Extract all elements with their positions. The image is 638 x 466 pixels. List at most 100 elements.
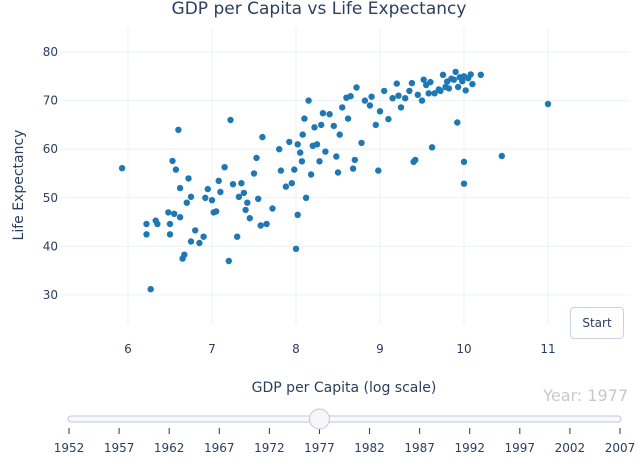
data-point <box>437 87 444 95</box>
data-point <box>319 110 327 117</box>
data-point <box>196 239 203 247</box>
data-point <box>347 93 354 100</box>
x-tick-label: 7 <box>208 342 216 356</box>
data-point <box>217 188 224 196</box>
data-point <box>358 139 365 147</box>
data-point <box>385 115 392 123</box>
data-point <box>395 92 402 99</box>
x-tick-labels: 6 7 8 9 10 11 <box>124 342 555 356</box>
data-point <box>292 245 300 252</box>
slider-year-label: 2002 <box>555 441 586 455</box>
data-point <box>187 238 195 245</box>
data-point <box>147 286 154 293</box>
data-point <box>229 181 237 188</box>
data-point <box>299 131 306 138</box>
data-point <box>234 233 241 240</box>
data-point <box>334 169 342 176</box>
data-point <box>286 138 293 146</box>
data-point <box>244 199 251 206</box>
data-point <box>408 79 416 87</box>
data-point <box>208 197 216 204</box>
y-tick-labels: 30 40 50 60 70 80 <box>43 45 58 302</box>
data-point <box>361 97 369 104</box>
data-point <box>344 115 352 122</box>
data-point <box>330 122 337 130</box>
data-point <box>376 108 384 115</box>
data-point <box>313 141 321 148</box>
data-point <box>425 90 432 97</box>
data-point <box>412 156 419 164</box>
data-point <box>166 220 174 228</box>
data-point <box>171 210 178 217</box>
data-point <box>181 251 188 258</box>
y-tick-label: 40 <box>43 239 58 253</box>
data-point <box>165 209 172 216</box>
data-point <box>235 193 243 200</box>
data-point <box>406 87 413 95</box>
x-tick-label: 11 <box>540 342 555 356</box>
slider-rail[interactable] <box>67 415 622 423</box>
data-point <box>259 133 266 141</box>
year-slider[interactable]: 1952 1957 1962 1967 1972 1977 1982 1987 1992 1997… <box>54 408 636 455</box>
data-point <box>213 208 220 215</box>
data-point <box>311 124 318 131</box>
data-point <box>469 80 476 88</box>
slider-year-label: 1972 <box>254 441 285 455</box>
data-point <box>372 121 379 129</box>
data-point <box>302 194 310 201</box>
slider-handle[interactable] <box>308 408 330 430</box>
data-point <box>253 154 260 162</box>
data-point <box>439 71 447 79</box>
data-point <box>257 222 264 229</box>
data-point <box>118 165 126 172</box>
grid <box>60 28 630 325</box>
data-point <box>215 177 222 184</box>
data-point <box>250 170 258 177</box>
data-point <box>339 104 346 111</box>
data-point <box>225 257 232 265</box>
data-point <box>477 71 484 79</box>
scatter-points <box>118 68 552 293</box>
slider-year-label: 1987 <box>404 441 435 455</box>
x-tick-label: 10 <box>456 342 471 356</box>
data-point <box>255 195 262 202</box>
x-tick-label: 6 <box>124 342 132 356</box>
data-point <box>166 231 174 238</box>
data-point <box>227 116 234 124</box>
x-tick-label: 8 <box>292 342 300 356</box>
data-point <box>185 175 192 182</box>
data-point <box>307 171 315 178</box>
data-point <box>291 166 298 173</box>
data-point <box>318 121 325 129</box>
y-tick-label: 70 <box>43 94 58 108</box>
data-point <box>445 85 453 92</box>
data-point <box>277 167 285 174</box>
data-point <box>200 233 207 240</box>
data-point <box>375 167 382 174</box>
year-label: Year: 1977 <box>542 386 628 405</box>
data-point <box>192 227 199 234</box>
y-tick-label: 30 <box>43 288 58 302</box>
data-point <box>459 78 466 85</box>
data-point <box>418 97 426 104</box>
slider-year-label: 1952 <box>54 441 85 455</box>
y-tick-label: 50 <box>43 191 58 205</box>
y-tick-label: 80 <box>43 45 58 59</box>
start-button[interactable]: Start <box>570 307 624 339</box>
x-tick-label: 9 <box>376 342 384 356</box>
data-point <box>428 144 436 151</box>
data-point <box>420 76 427 83</box>
data-point <box>450 76 458 83</box>
data-point <box>393 80 400 87</box>
data-point <box>544 100 552 108</box>
slider-year-label: 1957 <box>104 441 135 455</box>
x-axis-label: GDP per Capita (log scale) <box>252 380 437 396</box>
data-point <box>301 115 308 122</box>
data-point <box>349 165 357 172</box>
data-point <box>202 194 209 201</box>
slider-year-label: 1992 <box>454 441 485 455</box>
data-point <box>297 149 304 156</box>
data-point <box>333 153 340 160</box>
data-point <box>389 95 396 102</box>
